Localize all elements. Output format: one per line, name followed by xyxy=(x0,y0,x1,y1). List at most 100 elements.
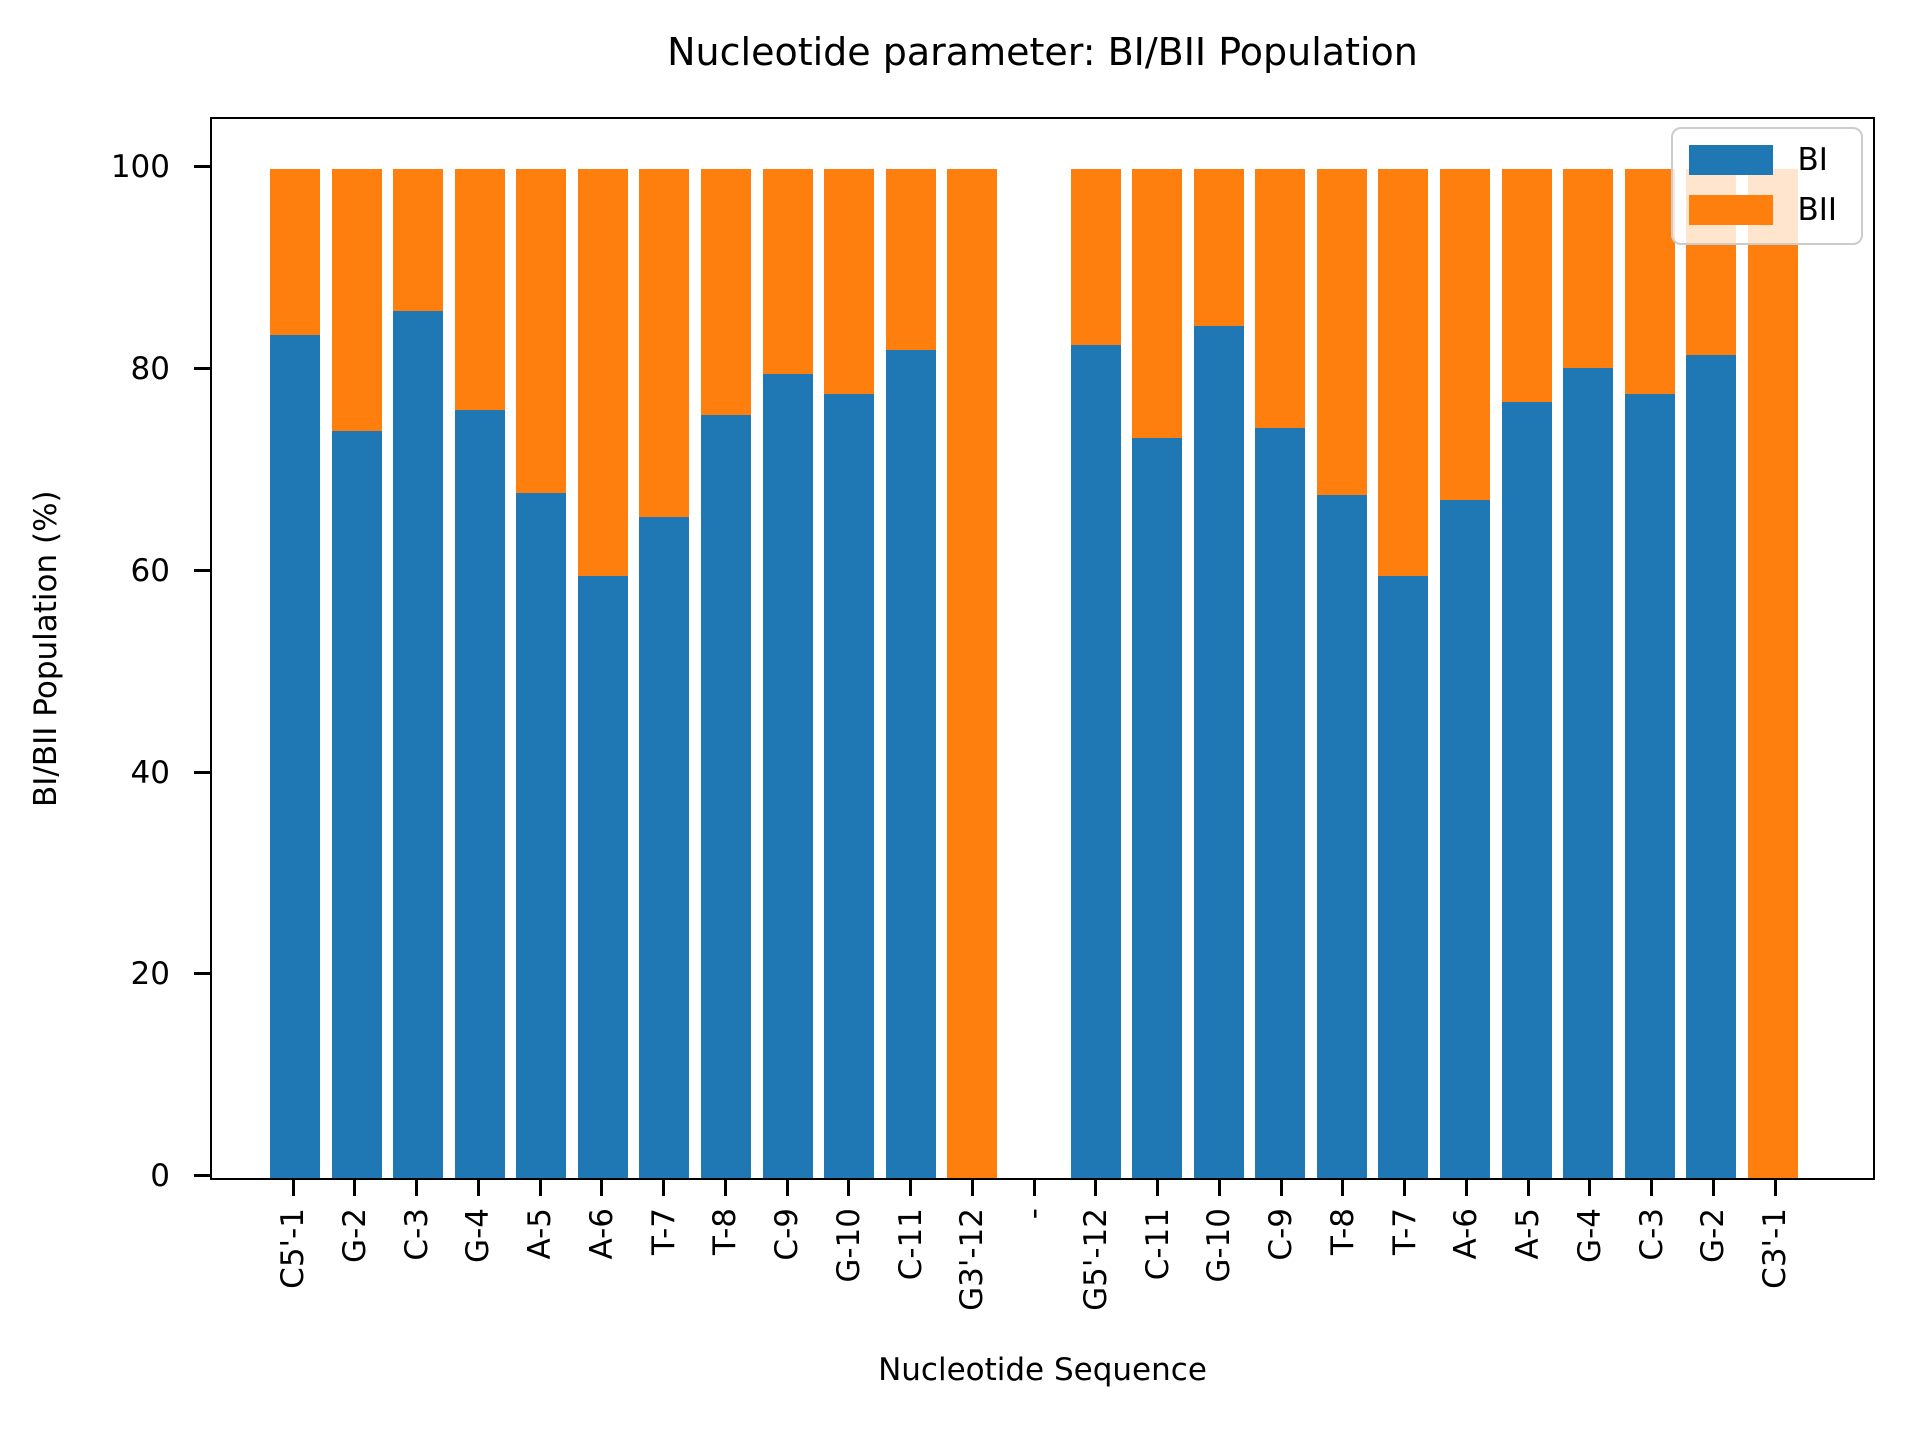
x-tick-mark xyxy=(1773,1180,1777,1196)
bar-slot xyxy=(1378,119,1429,1178)
bar-slot xyxy=(639,119,690,1178)
x-tick-slot: A-6 xyxy=(1441,1180,1491,1311)
bar-segment-bi xyxy=(1501,402,1552,1178)
x-tick-label: C-3 xyxy=(1633,1208,1670,1261)
bar-slot xyxy=(1747,119,1798,1178)
bar-segment-bii xyxy=(1255,169,1306,428)
x-tick-label: G-2 xyxy=(336,1208,373,1263)
x-tick-mark xyxy=(1217,1180,1221,1196)
x-tick-mark xyxy=(1711,1180,1715,1196)
x-tick-label: A-5 xyxy=(1510,1208,1546,1260)
x-tick-mark xyxy=(538,1180,542,1196)
bar-segment-bi xyxy=(1686,355,1737,1178)
x-tick-slot: G3'-12 xyxy=(947,1180,997,1311)
x-tick-label: G-10 xyxy=(1201,1208,1238,1283)
x-tick-label: A-6 xyxy=(1448,1208,1485,1260)
bar-stack xyxy=(1501,169,1552,1178)
bar-stack xyxy=(1316,169,1367,1178)
y-tick-mark xyxy=(194,1174,210,1177)
bar-slot xyxy=(885,119,936,1178)
bar-stack xyxy=(701,169,752,1178)
bar-segment-bi xyxy=(516,493,567,1178)
x-tick-slot: C-3 xyxy=(1627,1180,1677,1311)
x-tick-mark xyxy=(970,1180,974,1196)
x-tick-label: T-7 xyxy=(1386,1208,1423,1255)
bar-stack xyxy=(1132,169,1183,1178)
x-tick-slot: T-8 xyxy=(700,1180,750,1311)
x-tick-slot: A-6 xyxy=(577,1180,627,1311)
x-tick-mark xyxy=(353,1180,357,1196)
bar-stack xyxy=(331,169,382,1178)
bar-segment-bii xyxy=(1070,169,1121,345)
bar-stack xyxy=(1378,169,1429,1178)
x-tick-mark xyxy=(415,1180,418,1196)
bar-stack xyxy=(1255,169,1306,1178)
bar-stack xyxy=(885,169,936,1178)
bar-segment-bii xyxy=(762,169,813,375)
x-tick-slot: G-2 xyxy=(1688,1180,1738,1311)
x-tick-mark xyxy=(662,1180,665,1196)
bar-stack xyxy=(270,169,320,1178)
bar-segment-bi xyxy=(1316,495,1367,1178)
bar-slot xyxy=(1009,119,1059,1178)
plot-area: BI BII xyxy=(210,117,1875,1180)
bar-segment-bi xyxy=(1439,500,1490,1178)
bar-segment-bii xyxy=(454,169,505,411)
x-tick-mark xyxy=(1341,1180,1345,1196)
y-tick-label: 20 xyxy=(130,956,170,993)
bar-segment-bi xyxy=(393,310,444,1178)
bar-segment-bii xyxy=(577,169,628,576)
bar-slot xyxy=(1316,119,1367,1178)
x-tick-label: C-9 xyxy=(1263,1208,1299,1261)
x-tick-label: C3'-1 xyxy=(1757,1208,1793,1289)
y-tick-label: 80 xyxy=(130,351,170,388)
bar-segment-bi xyxy=(701,414,752,1178)
x-tick-label: T-7 xyxy=(645,1208,682,1255)
x-tick-slot: T-7 xyxy=(1380,1180,1430,1311)
x-tick-mark xyxy=(1464,1180,1468,1196)
legend-swatch-bi xyxy=(1689,145,1774,175)
bar-slot xyxy=(1624,119,1675,1178)
bar-stack xyxy=(1624,169,1675,1178)
x-tick-mark xyxy=(600,1180,604,1196)
bar-segment-bii xyxy=(701,169,752,415)
bar-segment-bii xyxy=(639,169,690,518)
x-tick-slot: G-2 xyxy=(330,1180,380,1311)
x-tick-slot: C5'-1 xyxy=(268,1180,318,1311)
bar-slot xyxy=(393,119,444,1178)
bar-segment-bii xyxy=(1132,169,1183,438)
x-tick-slot: G-4 xyxy=(1565,1180,1615,1311)
y-tick-mark xyxy=(194,568,210,572)
bar-stack xyxy=(1686,169,1737,1178)
x-tick-label: G3'-12 xyxy=(954,1208,991,1311)
bar-stack xyxy=(824,169,875,1178)
bar-slot xyxy=(270,119,320,1178)
legend-row-bii: BII xyxy=(1689,193,1837,227)
x-tick-slot: C-11 xyxy=(886,1180,936,1311)
bar-slot xyxy=(1070,119,1121,1178)
x-tick-mark xyxy=(1650,1180,1653,1196)
x-tick-label: C5'-1 xyxy=(275,1208,311,1289)
y-tick-label: 60 xyxy=(130,552,170,589)
x-tick-slot: - xyxy=(1009,1180,1059,1311)
y-tick-mark xyxy=(194,367,210,371)
bar-slot xyxy=(331,119,382,1178)
bar-segment-bi xyxy=(331,430,382,1178)
bar-segment-bi xyxy=(577,575,628,1178)
bar-slot xyxy=(1193,119,1244,1178)
bar-stack xyxy=(454,169,505,1178)
bar-segment-bii xyxy=(1193,169,1244,326)
bar-stack xyxy=(1439,169,1490,1178)
bar-slot xyxy=(824,119,875,1178)
y-tick-mark xyxy=(194,770,210,774)
x-tick-slot: C-3 xyxy=(392,1180,442,1311)
bar-segment-bi xyxy=(1132,437,1183,1178)
y-tick-mark xyxy=(194,165,210,169)
legend-label-bii: BII xyxy=(1797,192,1837,228)
x-tick-label: G-2 xyxy=(1695,1208,1732,1263)
bar-segment-bii xyxy=(270,169,320,335)
x-tick-label: C-11 xyxy=(1139,1208,1176,1281)
bar-stack xyxy=(762,169,813,1178)
bar-segment-bii xyxy=(331,169,382,431)
bar-segment-bi xyxy=(1624,394,1675,1178)
